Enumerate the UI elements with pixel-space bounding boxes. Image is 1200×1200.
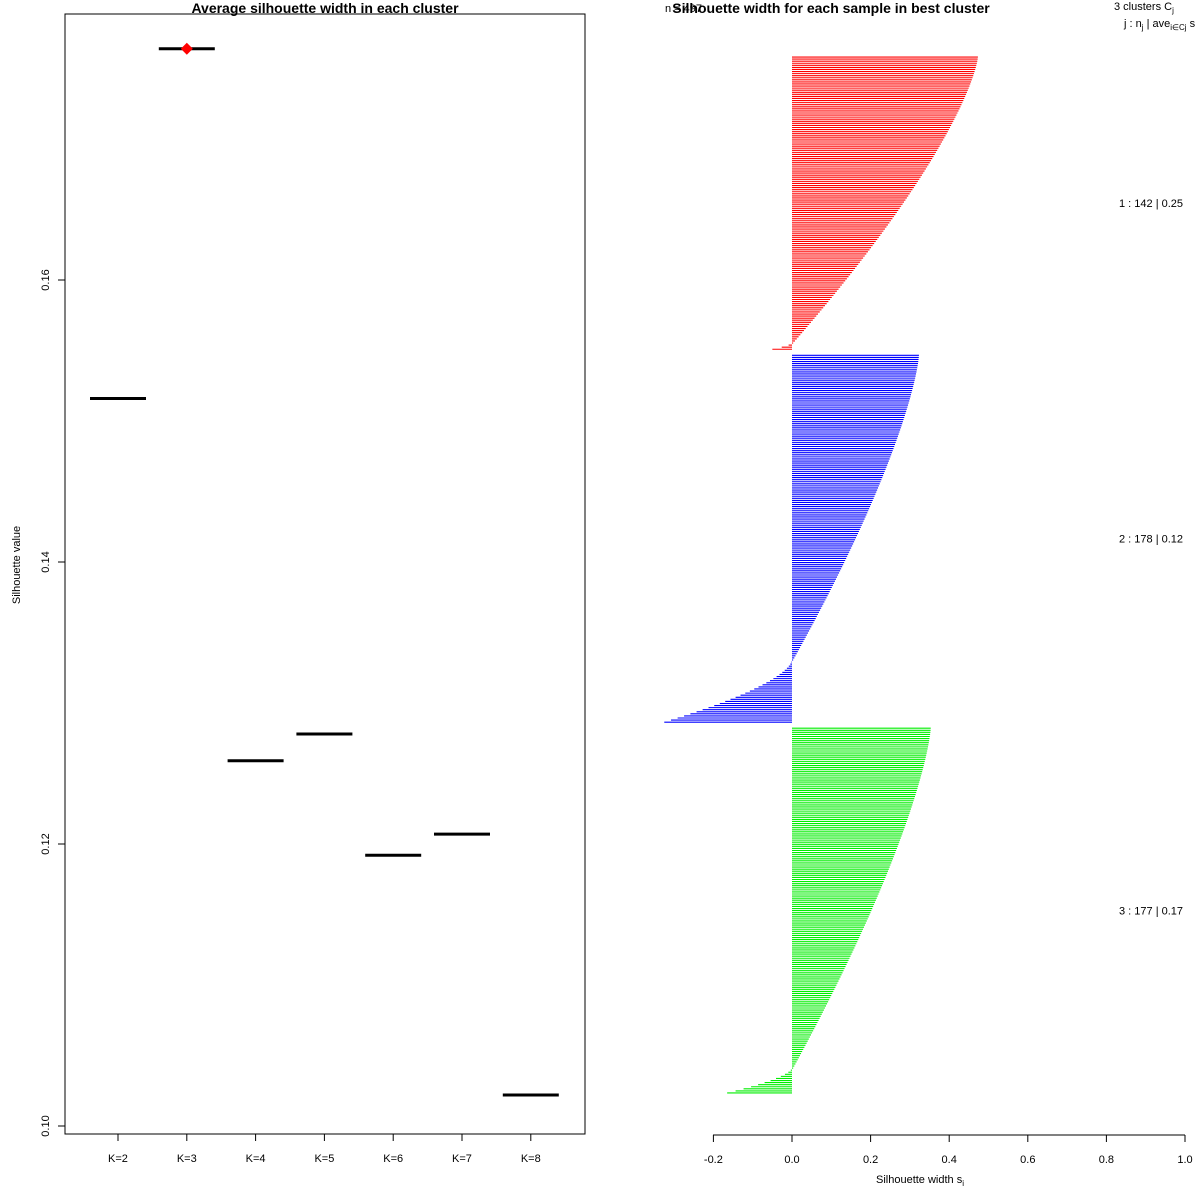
right-x-tick-label: 0.6 [1020, 1154, 1035, 1166]
left-y-ticks: 0.10 0.12 0.14 0.16 [40, 269, 65, 1137]
cluster-label: 3 : 177 | 0.17 [1119, 906, 1183, 918]
right-x-tick-label: 0.4 [942, 1154, 957, 1166]
left-y-tick-label: 0.10 [40, 1115, 52, 1136]
cluster-header-line2: j : nj | avei∈Cj s [1123, 18, 1196, 32]
right-x-tick-label: 0.2 [863, 1154, 878, 1166]
left-x-tick-label: K=6 [383, 1153, 403, 1165]
right-chart-title: Silhouette width for each sample in best… [672, 0, 990, 16]
left-x-tick-label: K=7 [452, 1153, 472, 1165]
right-x-ticks: -0.2 0.0 0.2 0.4 0.6 0.8 1.0 [704, 1135, 1193, 1166]
sample-count-text: n = 497 [665, 3, 702, 15]
cluster-labels: 1 : 142 | 0.25 2 : 178 | 0.12 3 : 177 | 0.… [1119, 198, 1183, 917]
left-chart-title: Average silhouette width in each cluster [191, 0, 459, 16]
left-x-tick-label: K=2 [108, 1153, 128, 1165]
best-k-marker [180, 42, 193, 55]
cluster-label: 1 : 142 | 0.25 [1119, 198, 1183, 210]
cluster-header-line1: 3 clusters Cj [1114, 1, 1174, 15]
left-x-tick-label: K=8 [521, 1153, 541, 1165]
left-x-tick-label: K=3 [177, 1153, 197, 1165]
right-x-tick-label: 0.8 [1099, 1154, 1114, 1166]
left-panel: Average silhouette width in each cluster… [11, 0, 586, 1165]
right-x-tick-label: 0.0 [784, 1154, 799, 1166]
left-marks [90, 42, 559, 1097]
right-x-tick-label: 1.0 [1177, 1154, 1192, 1166]
left-x-ticks: K=2 K=3 K=4 K=5 K=6 K=7 K=8 [108, 1134, 541, 1165]
right-x-axis-label: Silhouette width si [876, 1174, 964, 1188]
left-y-tick-label: 0.12 [40, 833, 52, 854]
right-x-tick-label: -0.2 [704, 1154, 723, 1166]
left-plot-frame [64, 13, 586, 1135]
left-y-tick-label: 0.14 [40, 551, 52, 572]
cluster-label: 2 : 178 | 0.12 [1119, 534, 1183, 546]
right-panel: Silhouette width for each sample in best… [664, 0, 1196, 1188]
silhouette-bars [664, 56, 978, 1094]
left-y-axis-label: Silhouette value [11, 526, 23, 604]
left-x-tick-label: K=5 [314, 1153, 334, 1165]
left-x-tick-label: K=4 [246, 1153, 266, 1165]
left-y-tick-label: 0.16 [40, 269, 52, 290]
